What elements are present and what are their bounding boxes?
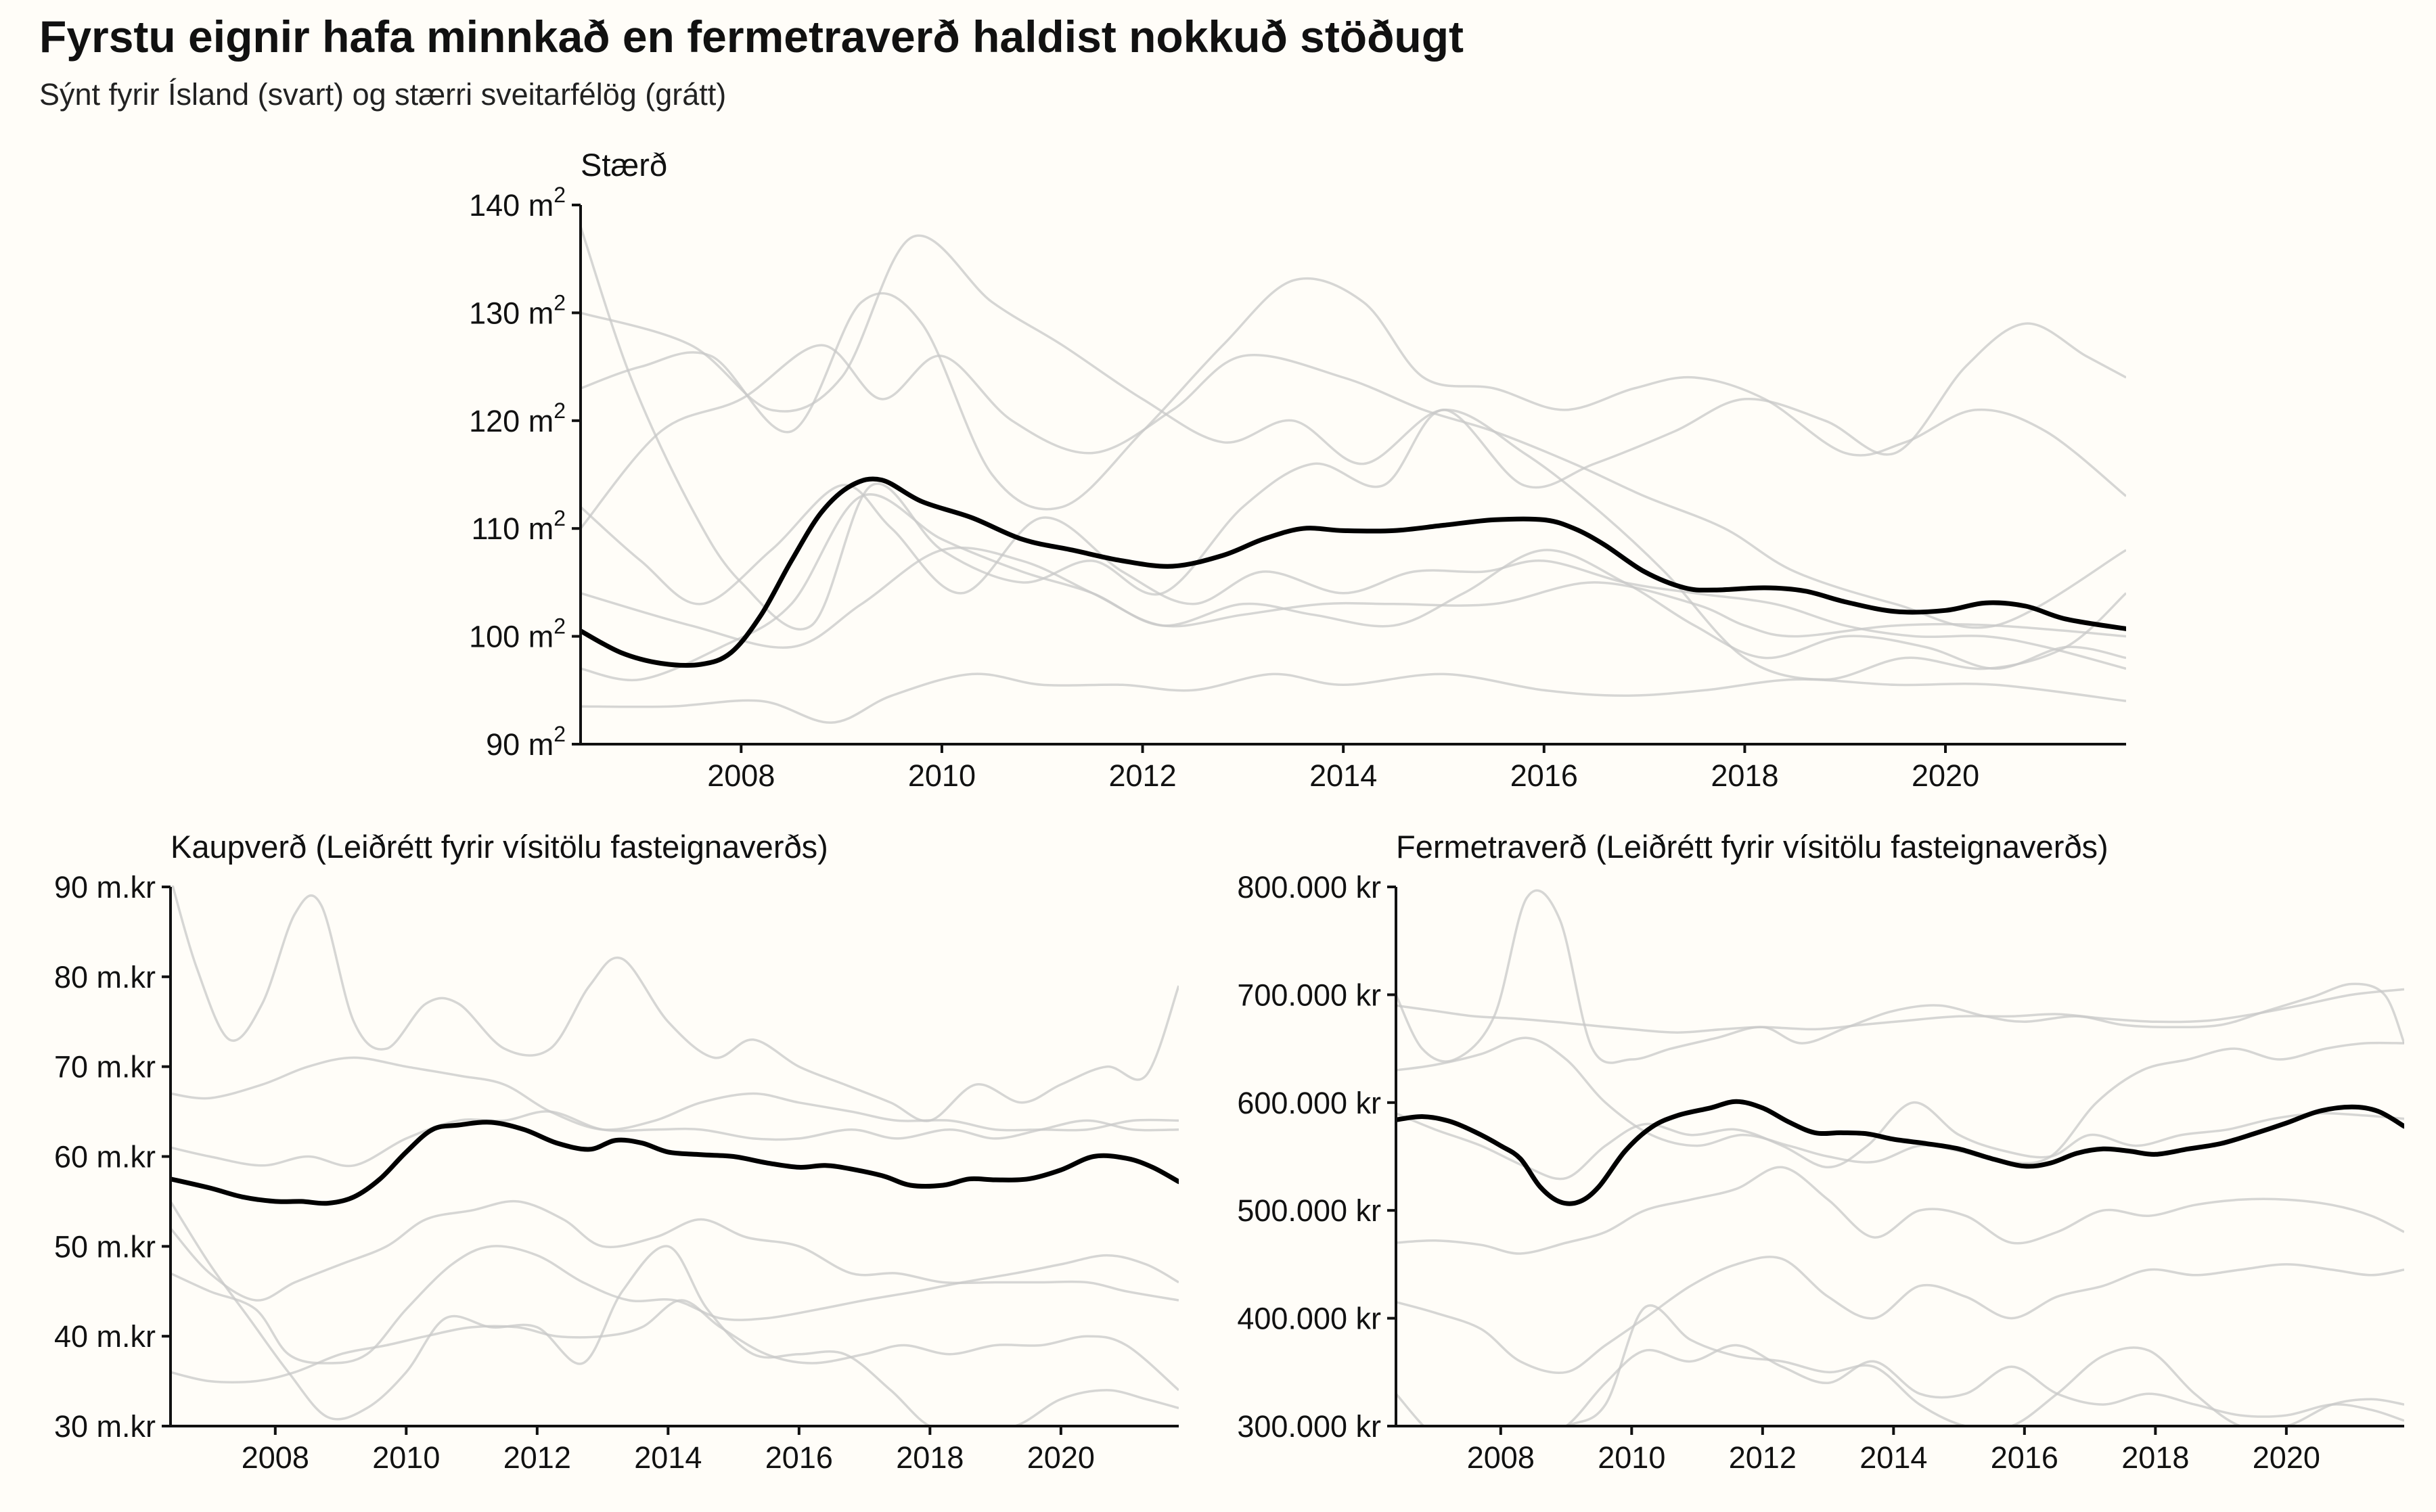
series-line-municipality [171, 886, 1179, 1122]
series-line-municipality [171, 1245, 1179, 1365]
series-line-municipality [1396, 1101, 2404, 1181]
x-tick-label: 2010 [1598, 1440, 1665, 1475]
series-line-municipality [581, 277, 2126, 511]
x-tick-label: 2018 [896, 1440, 964, 1475]
y-tick-label: 60 m.kr [54, 1140, 156, 1174]
figure-title: Fyrstu eignir hafa minnkað en fermetrave… [39, 12, 1464, 62]
series-line-municipality [581, 484, 2126, 670]
figure-subtitle: Sýnt fyrir Ísland (svart) og stærri svei… [39, 77, 726, 112]
x-tick-label: 2014 [1309, 758, 1377, 793]
series-line-municipality [1396, 889, 2404, 1064]
y-tick-label: 80 m.kr [54, 960, 156, 994]
y-tick-label: 110 m2 [471, 506, 566, 546]
y-tick-label: 90 m.kr [54, 870, 156, 904]
x-tick-label: 2016 [1991, 1440, 2058, 1475]
panel-size: Stærð 90 m2 100 m2 110 m2 120 m2 130 m2 140 m… [469, 147, 2126, 793]
series-line-iceland [1396, 1099, 2404, 1206]
y-tick-label: 500.000 kr [1237, 1193, 1381, 1228]
x-tick-label: 2020 [1027, 1440, 1095, 1475]
y-tick-label: 700.000 kr [1237, 978, 1381, 1012]
x-tick-label: 2014 [1859, 1440, 1927, 1475]
x-tick-label: 2008 [707, 758, 775, 793]
y-tick-label: 800.000 kr [1237, 870, 1381, 904]
series-line-municipality [581, 234, 2126, 681]
y-tick-label: 70 m.kr [54, 1050, 156, 1084]
panel-title-size: Stærð [581, 147, 667, 183]
y-tick-label: 300.000 kr [1237, 1409, 1381, 1444]
series-line-municipality [581, 344, 2126, 629]
plot-area-size: 90 m2 100 m2 110 m2 120 m2 130 m2 140 m2 2008 2… [469, 183, 2126, 793]
series-line-municipality [581, 226, 2126, 631]
x-tick-label: 2010 [372, 1440, 440, 1475]
x-tick-label: 2020 [1912, 758, 1979, 793]
y-tick-label: 120 m2 [469, 398, 566, 438]
series-line-municipality [171, 1199, 1179, 1302]
y-tick-label: 130 m2 [469, 290, 566, 330]
series-line-municipality [171, 1110, 1179, 1168]
panel-sqm-price: Fermetraverð (Leiðrétt fyrir vísitölu fa… [1237, 829, 2404, 1475]
series-line-municipality [1396, 1166, 2404, 1255]
series-line-municipality [1396, 1036, 2404, 1165]
series-line-municipality [171, 1056, 1179, 1132]
y-tick-label: 50 m.kr [54, 1229, 156, 1264]
y-tick-label: 400.000 kr [1237, 1302, 1381, 1336]
x-tick-label: 2012 [503, 1440, 571, 1475]
plot-area-price: 30 m.kr 40 m.kr 50 m.kr 60 m.kr 70 m.kr 80 m.… [54, 870, 1179, 1475]
series-line-municipality [171, 1299, 1179, 1392]
series-line-iceland [581, 476, 2126, 668]
series-line-municipality [1396, 988, 2404, 1034]
y-tick-label: 100 m2 [469, 614, 566, 654]
series-line-municipality [581, 493, 2126, 682]
series-line-municipality [581, 672, 2126, 724]
x-tick-label: 2008 [242, 1440, 309, 1475]
plot-area-sqm-price: 300.000 kr 400.000 kr 500.000 kr 600.000 kr… [1237, 870, 2404, 1475]
panel-price: Kaupverð (Leiðrétt fyrir vísitölu fastei… [54, 829, 1179, 1475]
series-line-iceland [171, 1120, 1179, 1206]
x-tick-label: 2020 [2253, 1440, 2320, 1475]
x-tick-label: 2016 [765, 1440, 833, 1475]
y-tick-label: 140 m2 [469, 183, 566, 223]
panel-title-price: Kaupverð (Leiðrétt fyrir vísitölu fastei… [171, 829, 828, 865]
x-tick-label: 2014 [634, 1440, 702, 1475]
series-line-municipality [1396, 1256, 2404, 1374]
x-tick-label: 2016 [1510, 758, 1578, 793]
y-tick-label: 30 m.kr [54, 1409, 156, 1444]
x-tick-label: 2010 [908, 758, 976, 793]
x-tick-label: 2012 [1729, 1440, 1797, 1475]
panel-title-sqm-price: Fermetraverð (Leiðrétt fyrir vísitölu fa… [1396, 829, 2108, 865]
x-tick-label: 2012 [1108, 758, 1176, 793]
series-line-municipality [581, 546, 2126, 649]
y-tick-label: 40 m.kr [54, 1319, 156, 1354]
series-line-municipality [171, 1200, 1179, 1427]
x-tick-label: 2018 [1711, 758, 1778, 793]
y-tick-label: 600.000 kr [1237, 1086, 1381, 1120]
x-tick-label: 2008 [1467, 1440, 1535, 1475]
x-tick-label: 2018 [2121, 1440, 2189, 1475]
y-tick-label: 90 m2 [486, 722, 566, 762]
